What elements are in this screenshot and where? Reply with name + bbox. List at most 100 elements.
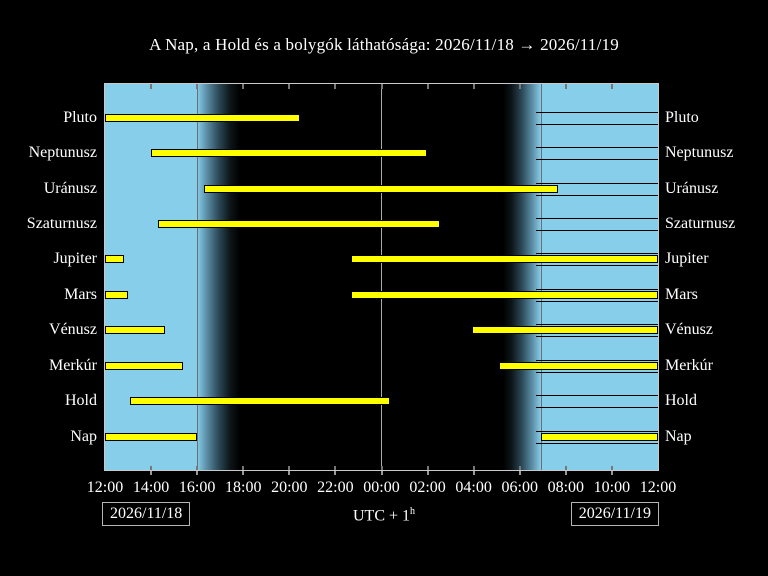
x-tick-outer [564,471,567,475]
y-label-right-merkúr: Merkúr [665,356,713,374]
x-tick-top [288,84,291,89]
row-separator-line [536,159,658,161]
row-separator-line [536,123,658,125]
row-separator-line [536,442,658,444]
x-label-0600: 06:00 [501,479,538,496]
background-band-night [240,84,503,470]
background-band-twilight-evening [196,84,240,470]
y-label-right-jupiter: Jupiter [665,250,709,268]
visibility-bar-merkúr [499,361,658,370]
row-separator-line [536,111,658,113]
start-date-label: 2026/11/18 [110,505,183,522]
sunrise-line [540,84,542,470]
visibility-bar-mars [105,290,129,299]
x-label-1200: 12:00 [639,479,677,496]
x-tick-bottom [150,466,153,470]
y-label-right-hold: Hold [665,392,697,410]
y-label-right-mars: Mars [665,285,698,303]
y-label-right-neptunusz: Neptunusz [665,144,734,162]
visibility-bar-jupiter [351,255,658,264]
y-label-left-jupiter: Jupiter [53,250,97,268]
row-separator-line [536,430,658,432]
timezone-label: UTC + 1h [352,506,416,525]
row-separator-line [536,324,658,326]
row-separator-line [536,253,658,255]
x-tick-bottom [426,466,429,470]
plot-area [104,83,659,471]
y-label-left-neptunusz: Neptunusz [28,144,97,162]
x-tick-bottom [334,466,337,470]
y-label-left-pluto: Pluto [63,108,97,126]
y-label-left-nap: Nap [70,427,97,445]
x-tick-outer [334,471,337,475]
visibility-bar-szaturnusz [157,219,440,228]
visibility-bar-mars [351,290,658,299]
x-tick-outer [288,471,291,475]
row-separator-line [536,229,658,231]
background-band-day [540,84,658,470]
x-tick-bottom [196,466,199,470]
x-tick-bottom [380,466,383,470]
row-separator-line [536,147,658,149]
visibility-bar-nap [540,432,658,441]
x-label-1400: 14:00 [132,479,170,496]
x-tick-bottom [610,466,613,470]
x-tick-top [150,84,153,89]
visibility-bar-pluto [105,113,301,122]
y-label-left-mars: Mars [64,285,97,303]
x-tick-bottom [518,466,521,470]
x-label-2200: 22:00 [317,479,354,496]
x-tick-outer [610,471,613,475]
row-separator-line [536,359,658,361]
x-tick-bottom [472,466,475,470]
x-tick-outer [380,471,383,475]
y-label-right-uránusz: Uránusz [665,179,719,197]
x-label-1000: 10:00 [593,479,631,496]
x-tick-top [472,84,475,89]
end-date-box: 2026/11/19 [570,502,659,526]
visibility-bar-merkúr [105,361,184,370]
x-label-0400: 04:00 [455,479,492,496]
visibility-bar-vénusz [105,326,165,335]
x-tick-outer [518,471,521,475]
row-separator-line [536,371,658,373]
chart-title: A Nap, a Hold és a bolygók láthatósága: … [149,35,619,54]
x-tick-top [426,84,429,89]
visibility-bar-uránusz [204,184,558,193]
visibility-bar-neptunusz [151,149,427,158]
x-label-0800: 08:00 [547,479,585,496]
row-separator-line [536,182,658,184]
end-date-label: 2026/11/19 [578,505,651,522]
row-separator-line [536,288,658,290]
x-tick-bottom [288,466,291,470]
visibility-bar-hold [129,397,390,406]
x-tick-top [518,84,521,89]
x-tick-top [610,84,613,89]
x-tick-top [380,84,383,89]
y-label-right-pluto: Pluto [665,108,699,126]
midnight-line [381,84,383,470]
x-tick-top [334,84,337,89]
x-tick-outer [242,471,245,475]
y-label-right-vénusz: Vénusz [665,321,713,339]
x-tick-outer [472,471,475,475]
x-tick-bottom [242,466,245,470]
visibility-bar-jupiter [105,255,124,264]
sunset-line [196,84,198,470]
row-separator-line [536,407,658,409]
y-label-left-hold: Hold [65,392,97,410]
row-separator-line [536,336,658,338]
x-label-0000: 00:00 [363,479,400,496]
y-label-right-szaturnusz: Szaturnusz [665,214,736,232]
y-label-left-uránusz: Uránusz [43,179,97,197]
x-label-2000: 20:00 [271,479,308,496]
start-date-box: 2026/11/18 [102,502,191,526]
x-tick-outer [426,471,429,475]
x-tick-top [564,84,567,89]
visibility-bar-vénusz [472,326,658,335]
x-tick-outer [150,471,153,475]
x-label-1800: 18:00 [225,479,262,496]
background-band-day [105,84,197,470]
background-band-twilight-morning [502,84,541,470]
